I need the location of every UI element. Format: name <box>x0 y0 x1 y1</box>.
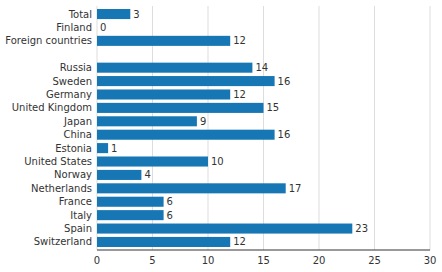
grid-line <box>374 6 375 250</box>
category-label: Sweden <box>52 76 92 87</box>
value-label: 16 <box>278 129 291 140</box>
value-label: 6 <box>167 210 173 221</box>
category-label: Spain <box>64 223 92 234</box>
grid-line <box>319 6 320 250</box>
value-label: 0 <box>100 22 106 33</box>
bar <box>97 143 108 153</box>
bar <box>97 116 197 126</box>
value-label: 4 <box>144 169 150 180</box>
category-label: France <box>59 196 92 207</box>
value-label: 15 <box>267 102 280 113</box>
bar <box>97 76 275 86</box>
value-label: 23 <box>355 223 368 234</box>
value-label: 14 <box>255 62 268 73</box>
x-tick-label: 20 <box>313 255 326 266</box>
value-label: 12 <box>233 35 246 46</box>
category-label: Italy <box>70 210 92 221</box>
x-tick-label: 10 <box>202 255 215 266</box>
category-label: Total <box>68 9 92 20</box>
category-label: Finland <box>56 22 92 33</box>
bar <box>97 49 98 59</box>
bar <box>97 9 130 19</box>
category-label: Estonia <box>55 143 92 154</box>
value-label: 9 <box>200 116 206 127</box>
bars <box>97 9 352 247</box>
category-label: United States <box>24 156 92 167</box>
x-tick-label: 5 <box>149 255 155 266</box>
bar <box>97 89 230 99</box>
grid-line <box>263 6 264 250</box>
bar <box>97 103 264 113</box>
bar <box>97 36 230 46</box>
bar <box>97 210 164 220</box>
value-label: 10 <box>211 156 224 167</box>
chart: 12 23 6 6 17 4 10 1 16 9 15 12 16 14 12 0 3 Switzerland Sp… <box>0 0 442 272</box>
value-label: 6 <box>167 196 173 207</box>
category-label: Norway <box>54 169 92 180</box>
bar <box>97 130 275 140</box>
bar <box>97 197 164 207</box>
bar <box>97 224 352 234</box>
value-label: 17 <box>289 183 302 194</box>
category-label: United Kingdom <box>12 102 92 113</box>
x-tick-label: 25 <box>368 255 381 266</box>
bar <box>97 170 141 180</box>
value-label: 12 <box>233 236 246 247</box>
bar <box>97 63 252 73</box>
x-tick-label: 30 <box>424 255 437 266</box>
category-label: Russia <box>60 62 92 73</box>
category-label: Germany <box>46 89 92 100</box>
bar <box>97 183 286 193</box>
x-axis-line <box>97 250 430 251</box>
category-label: China <box>63 129 92 140</box>
bar <box>97 22 98 32</box>
category-label: Japan <box>63 116 92 127</box>
value-label: 3 <box>133 9 139 20</box>
category-label: Netherlands <box>31 183 92 194</box>
bar <box>97 156 208 166</box>
value-label: 12 <box>233 89 246 100</box>
value-label: 16 <box>278 76 291 87</box>
bar <box>97 237 230 247</box>
value-label: 1 <box>111 143 117 154</box>
category-label: Switzerland <box>34 236 92 247</box>
category-label: Foreign countries <box>5 35 92 46</box>
x-tick-label: 15 <box>257 255 270 266</box>
x-tick-label: 0 <box>94 255 100 266</box>
grid-line <box>430 6 431 250</box>
